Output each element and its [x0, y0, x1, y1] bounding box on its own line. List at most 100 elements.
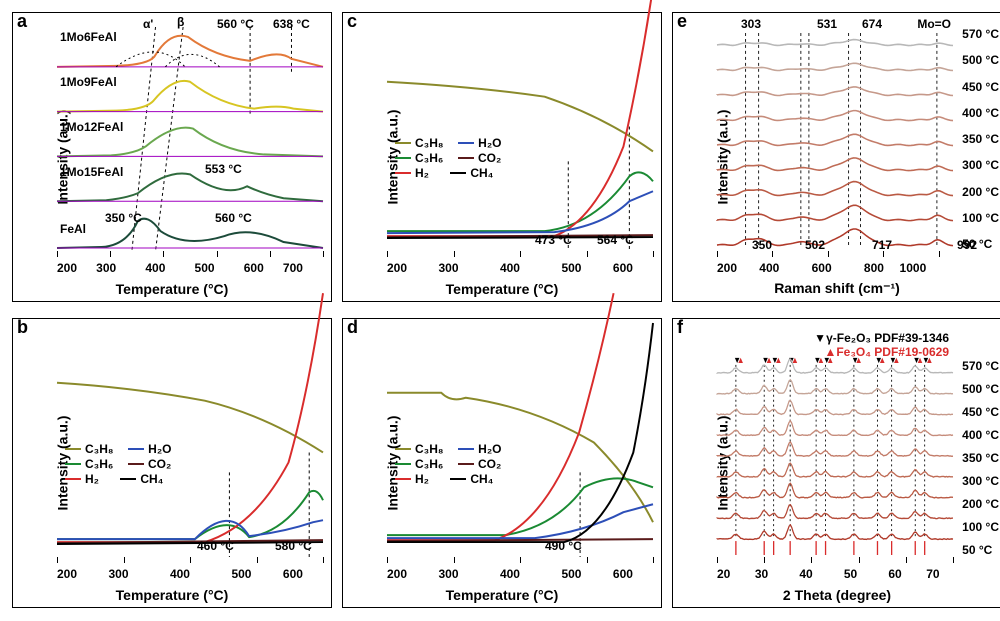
xtick: 500 [561, 261, 581, 275]
panel-letter-b: b [17, 317, 28, 338]
panel-e: e Intensity (a.u.) 303 531 674 Mo=O 350 … [672, 12, 1000, 302]
figure-grid: a Intensity (a.u.) [12, 12, 988, 608]
legend-label: γ-Fe₂O₃ PDF#39-1346 [826, 331, 949, 345]
xtick: 400 [500, 567, 520, 581]
panel-c-mark-1: 564 °C [597, 233, 634, 247]
rlabel: 400 °C [962, 428, 999, 442]
panel-b-plot: C₃H₈ H₂O C₃H₆ CO₂ H₂ CH₄ 460 °C 580 °C [57, 333, 323, 557]
panel-a-plot: 1Mo6FeAl 1Mo9FeAl 1Mo12FeAl 1Mo15FeAl Fe… [57, 27, 323, 251]
panel-a-xlabel: Temperature (°C) [13, 281, 331, 297]
rlabel: 500 °C [962, 53, 999, 67]
panel-d-plot: C₃H₈ H₂O C₃H₆ CO₂ H₂ CH₄ 490 °C [387, 333, 653, 557]
xtick: 600 [244, 261, 264, 275]
xtick: 50 [844, 567, 857, 581]
panel-a: a Intensity (a.u.) [12, 12, 332, 302]
panel-d-legend: C₃H₈ H₂O C₃H₆ CO₂ H₂ CH₄ [395, 441, 502, 487]
panel-b-legend: C₃H₈ H₂O C₃H₆ CO₂ H₂ CH₄ [65, 441, 172, 487]
panel-a-ann-553: 553 °C [205, 162, 242, 176]
xtick: 800 [864, 261, 884, 275]
rlabel: 450 °C [962, 405, 999, 419]
panel-c: c Intensity (a.u.) C₃H₈ H₂O [342, 12, 662, 302]
panel-e-bot-502: 502 [805, 238, 825, 252]
legend-label: Fe₃O₄ PDF#19-0629 [836, 345, 949, 359]
xtick: 400 [170, 567, 190, 581]
panel-f-plot: ▼▲▼▲▼▲▼▲▼▲▼▲▼▲▼▲▼▲▼▲▼▲ ▼γ-Fe₂O₃ PDF#39-1… [717, 333, 953, 557]
xtick: 500 [231, 567, 251, 581]
rlabel: 50 °C [962, 543, 992, 557]
panel-a-ann-beta: β [177, 15, 184, 29]
xtick: 500 [561, 567, 581, 581]
panel-e-plot: 303 531 674 Mo=O 350 502 717 992 [717, 27, 953, 251]
panel-c-legend: C₃H₈ H₂O C₃H₆ CO₂ H₂ CH₄ [395, 135, 502, 181]
rlabel: 100 °C [962, 211, 999, 225]
xtick: 400 [145, 261, 165, 275]
xtick: 200 [57, 261, 77, 275]
svg-text:▲: ▲ [737, 354, 745, 365]
xtick: 600 [613, 567, 633, 581]
panel-e-top-303: 303 [741, 17, 761, 31]
panel-f-legend: ▼γ-Fe₂O₃ PDF#39-1346 ▲Fe₃O₄ PDF#19-0629 [814, 331, 949, 359]
panel-e-top-531: 531 [817, 17, 837, 31]
legend-label: CO₂ [148, 457, 171, 471]
legend-label: CH₄ [470, 166, 493, 180]
rlabel: 450 °C [962, 80, 999, 94]
xtick: 200 [717, 261, 737, 275]
xtick: 500 [195, 261, 215, 275]
xtick: 600 [613, 261, 633, 275]
panel-b-xlabel: Temperature (°C) [13, 587, 331, 603]
panel-a-series-3: 1Mo15FeAl [60, 165, 123, 179]
rlabel: 400 °C [962, 106, 999, 120]
xtick: 300 [96, 261, 116, 275]
panel-a-series-1: 1Mo9FeAl [60, 75, 117, 89]
xtick: 70 [926, 567, 939, 581]
xtick: 400 [500, 261, 520, 275]
legend-label: C₃H₆ [85, 457, 113, 471]
legend-label: CH₄ [470, 472, 493, 486]
panel-d-xticks: 200 300 400 500 600 [387, 567, 653, 581]
panel-f-xticks: 20 30 40 50 60 70 [717, 567, 953, 581]
panel-letter-e: e [677, 11, 687, 32]
legend-label: H₂O [148, 442, 171, 456]
rlabel: 300 °C [962, 158, 999, 172]
xtick: 600 [812, 261, 832, 275]
xtick: 300 [438, 261, 458, 275]
panel-e-top-674: 674 [862, 17, 882, 31]
rlabel: 570 °C [962, 359, 999, 373]
panel-a-ann-350: 350 °C [105, 211, 142, 225]
xtick: 200 [387, 261, 407, 275]
rlabel: 200 °C [962, 497, 999, 511]
xtick: 60 [888, 567, 901, 581]
xtick: 20 [717, 567, 730, 581]
panel-letter-c: c [347, 11, 357, 32]
legend-label: H₂ [415, 166, 429, 180]
panel-f-xlabel: 2 Theta (degree) [673, 587, 1000, 603]
legend-label: C₃H₆ [415, 151, 443, 165]
panel-c-mark-0: 473 °C [535, 233, 572, 247]
xtick: 400 [759, 261, 779, 275]
legend-label: C₃H₈ [415, 442, 444, 456]
panel-letter-f: f [677, 317, 683, 338]
xtick: 700 [283, 261, 303, 275]
rlabel: 300 °C [962, 474, 999, 488]
legend-label: CO₂ [478, 151, 501, 165]
panel-c-xticks: 200 300 400 500 600 [387, 261, 653, 275]
xtick: 200 [57, 567, 77, 581]
panel-a-ann-638: 638 °C [273, 17, 310, 31]
legend-label: H₂O [478, 136, 501, 150]
rlabel: 200 °C [962, 185, 999, 199]
panel-d-mark-0: 490 °C [545, 539, 582, 553]
panel-a-series-2: 1Mo12FeAl [60, 120, 123, 134]
legend-label: H₂ [85, 472, 99, 486]
panel-b: b Intensity (a.u.) C₃H₈ H₂O C₃H₆ CO₂ [12, 318, 332, 608]
xtick: 200 [387, 567, 407, 581]
panel-e-bot-717: 717 [872, 238, 892, 252]
panel-b-xticks: 200 300 400 500 600 [57, 567, 323, 581]
panel-letter-d: d [347, 317, 358, 338]
panel-e-top-moo: Mo=O [917, 17, 951, 31]
panel-b-mark-1: 580 °C [275, 539, 312, 553]
panel-e-right-labels: 570 °C 500 °C 450 °C 400 °C 350 °C 300 °… [962, 27, 999, 251]
legend-label: CO₂ [478, 457, 501, 471]
xtick: 600 [283, 567, 303, 581]
legend-label: CH₄ [140, 472, 163, 486]
panel-a-series-4: FeAl [60, 222, 86, 236]
